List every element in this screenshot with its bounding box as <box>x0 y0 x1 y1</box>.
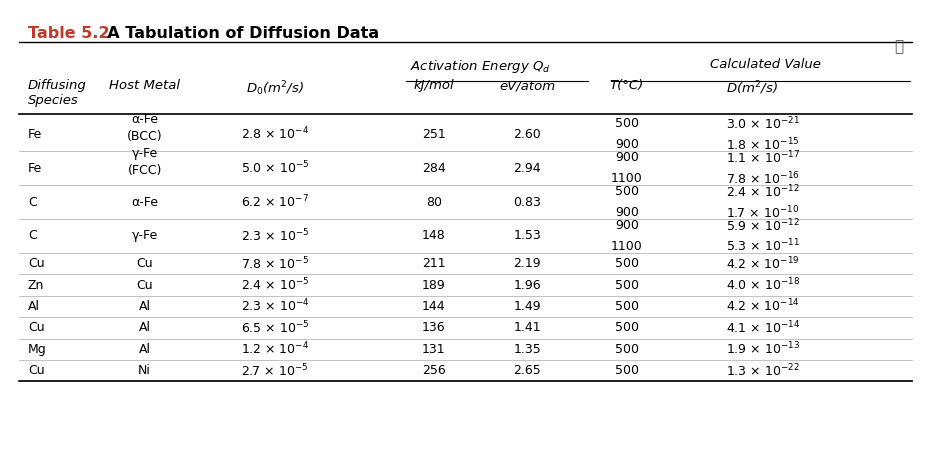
Text: A Tabulation of Diffusion Data: A Tabulation of Diffusion Data <box>96 26 379 40</box>
Text: 4.0 × 10$^{-18}$: 4.0 × 10$^{-18}$ <box>726 277 801 293</box>
Text: 0.83: 0.83 <box>513 196 541 208</box>
Text: 131: 131 <box>422 343 446 356</box>
Text: 7.8 × 10$^{-5}$: 7.8 × 10$^{-5}$ <box>241 255 310 272</box>
Text: 900: 900 <box>615 151 639 164</box>
Text: 4.2 × 10$^{-14}$: 4.2 × 10$^{-14}$ <box>726 298 800 315</box>
Text: Fe: Fe <box>28 128 42 140</box>
Text: Activation Energy $Q_d$: Activation Energy $Q_d$ <box>411 58 550 75</box>
Text: 136: 136 <box>422 321 446 334</box>
Text: 1.1 × 10$^{-17}$: 1.1 × 10$^{-17}$ <box>726 149 800 166</box>
Text: ⎕: ⎕ <box>894 40 903 54</box>
Text: 5.0 × 10$^{-5}$: 5.0 × 10$^{-5}$ <box>241 160 310 176</box>
Text: Zn: Zn <box>28 279 45 292</box>
Text: Cu: Cu <box>136 257 153 270</box>
Text: 2.4 × 10$^{-12}$: 2.4 × 10$^{-12}$ <box>726 183 800 200</box>
Text: T(°C): T(°C) <box>610 79 644 92</box>
Text: Mg: Mg <box>28 343 47 356</box>
Text: 1.49: 1.49 <box>513 300 541 313</box>
Text: 900: 900 <box>615 138 639 151</box>
Text: 5.3 × 10$^{-11}$: 5.3 × 10$^{-11}$ <box>726 238 800 255</box>
Text: 189: 189 <box>422 279 446 292</box>
Text: 256: 256 <box>422 364 446 377</box>
Text: 1.53: 1.53 <box>513 230 541 242</box>
Text: 1.96: 1.96 <box>513 279 541 292</box>
Text: Cu: Cu <box>28 364 45 377</box>
Text: 6.2 × 10$^{-7}$: 6.2 × 10$^{-7}$ <box>242 194 309 210</box>
Text: 1.3 × 10$^{-22}$: 1.3 × 10$^{-22}$ <box>726 362 800 379</box>
Text: 500: 500 <box>615 300 639 313</box>
Text: 2.19: 2.19 <box>513 257 541 270</box>
Text: Table 5.2: Table 5.2 <box>28 26 109 40</box>
Text: Cu: Cu <box>28 257 45 270</box>
Text: 500: 500 <box>615 279 639 292</box>
Text: 2.3 × 10$^{-4}$: 2.3 × 10$^{-4}$ <box>241 298 310 315</box>
Text: 80: 80 <box>425 196 442 208</box>
Text: γ-Fe: γ-Fe <box>132 230 158 242</box>
Text: Cu: Cu <box>28 321 45 334</box>
Text: 500: 500 <box>615 117 639 130</box>
Text: 2.94: 2.94 <box>513 162 541 174</box>
Text: 284: 284 <box>422 162 446 174</box>
Text: 500: 500 <box>615 343 639 356</box>
Text: 1.2 × 10$^{-4}$: 1.2 × 10$^{-4}$ <box>242 341 309 358</box>
Text: 900: 900 <box>615 206 639 219</box>
Text: C: C <box>28 230 36 242</box>
Text: 3.0 × 10$^{-21}$: 3.0 × 10$^{-21}$ <box>726 115 800 132</box>
Text: 900: 900 <box>615 219 639 232</box>
Text: 2.7 × 10$^{-5}$: 2.7 × 10$^{-5}$ <box>242 362 309 379</box>
Text: Host Metal: Host Metal <box>109 79 180 92</box>
Text: 2.60: 2.60 <box>513 128 541 140</box>
Text: 500: 500 <box>615 185 639 198</box>
Text: C: C <box>28 196 36 208</box>
Text: 1100: 1100 <box>611 240 643 253</box>
Text: α-Fe: α-Fe <box>132 196 158 208</box>
Text: γ-Fe
(FCC): γ-Fe (FCC) <box>128 147 161 177</box>
Text: 2.4 × 10$^{-5}$: 2.4 × 10$^{-5}$ <box>241 277 310 293</box>
Text: α-Fe
(BCC): α-Fe (BCC) <box>127 113 162 143</box>
Text: 1.7 × 10$^{-10}$: 1.7 × 10$^{-10}$ <box>726 204 799 221</box>
Text: 1.8 × 10$^{-15}$: 1.8 × 10$^{-15}$ <box>726 136 800 153</box>
Text: 148: 148 <box>422 230 446 242</box>
Text: Al: Al <box>139 343 150 356</box>
Text: 2.3 × 10$^{-5}$: 2.3 × 10$^{-5}$ <box>241 228 310 244</box>
Text: Al: Al <box>28 300 40 313</box>
Text: 211: 211 <box>422 257 446 270</box>
Text: Fe: Fe <box>28 162 42 174</box>
Text: kJ/mol: kJ/mol <box>413 79 454 92</box>
Text: 1100: 1100 <box>611 172 643 185</box>
Text: Ni: Ni <box>138 364 151 377</box>
Text: 500: 500 <box>615 321 639 334</box>
Text: 2.65: 2.65 <box>513 364 541 377</box>
Text: 1.9 × 10$^{-13}$: 1.9 × 10$^{-13}$ <box>726 341 800 358</box>
Text: Al: Al <box>139 321 150 334</box>
Text: 4.1 × 10$^{-14}$: 4.1 × 10$^{-14}$ <box>726 319 801 336</box>
Text: 5.9 × 10$^{-12}$: 5.9 × 10$^{-12}$ <box>726 217 800 234</box>
Text: Cu: Cu <box>136 279 153 292</box>
Text: eV/atom: eV/atom <box>499 79 555 92</box>
Text: 144: 144 <box>422 300 446 313</box>
Text: 6.5 × 10$^{-5}$: 6.5 × 10$^{-5}$ <box>241 319 310 336</box>
Text: D(m$^2$/s): D(m$^2$/s) <box>726 79 778 97</box>
Text: Calculated Value: Calculated Value <box>710 58 820 71</box>
Text: 1.35: 1.35 <box>513 343 541 356</box>
Text: 251: 251 <box>422 128 446 140</box>
Text: 500: 500 <box>615 364 639 377</box>
Text: 2.8 × 10$^{-4}$: 2.8 × 10$^{-4}$ <box>241 126 310 142</box>
Text: 1.41: 1.41 <box>513 321 541 334</box>
Text: Al: Al <box>139 300 150 313</box>
Text: Diffusing
Species: Diffusing Species <box>28 79 87 107</box>
Text: 4.2 × 10$^{-19}$: 4.2 × 10$^{-19}$ <box>726 255 800 272</box>
Text: 500: 500 <box>615 257 639 270</box>
Text: 7.8 × 10$^{-16}$: 7.8 × 10$^{-16}$ <box>726 170 800 187</box>
Text: $D_0$(m$^2$/s): $D_0$(m$^2$/s) <box>246 79 304 98</box>
